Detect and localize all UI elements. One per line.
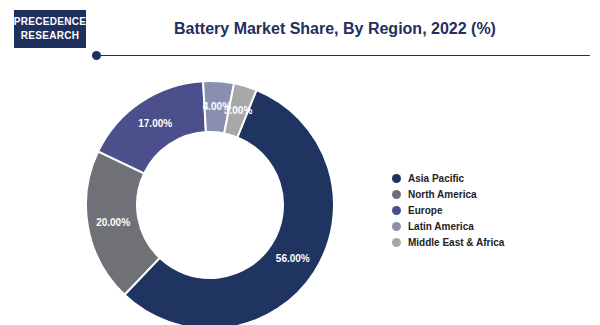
html-text:Battery Market Share, By Regio: Battery Market Share, By Region, 2022 (%… (174, 20, 496, 37)
svg-text:3.00%: 3.00% (224, 105, 252, 116)
html-text:Europe: Europe (408, 204, 443, 216)
html-text:Middle East & Africa: Middle East & Africa (408, 236, 505, 248)
html-text:Latin America: Latin America (408, 220, 474, 232)
svg-text:20.00%: 20.00% (96, 217, 130, 228)
html-text:RESEARCH: RESEARCH (20, 30, 80, 41)
svg-text:56.00%: 56.00% (276, 253, 310, 264)
html-text:North America: North America (408, 188, 477, 200)
svg-text:4.00%: 4.00% (202, 101, 232, 113)
html-text:PRECEDENCE: PRECEDENCE (13, 16, 87, 27)
svg-text:17.00%: 17.00% (138, 118, 172, 129)
html-text:Asia Pacific: Asia Pacific (408, 172, 465, 184)
